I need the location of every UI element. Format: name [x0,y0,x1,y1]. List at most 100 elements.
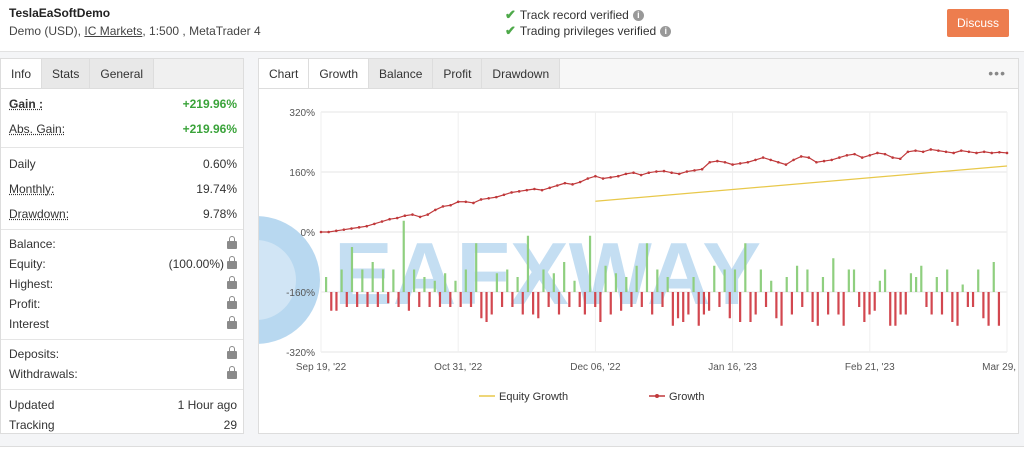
chart-bar [557,292,561,315]
account-rest: , 1:500 , MetaTrader 4 [142,24,261,38]
tab-profit[interactable]: Profit [433,59,483,88]
chart-bar [847,269,850,292]
chart-bar [583,292,586,315]
growth-point [388,217,391,221]
x-tick-label: Mar 29, '23 [982,362,1018,373]
gain-label[interactable]: Gain : [9,97,44,111]
chart-bar [594,292,597,307]
growth-point [533,187,536,191]
growth-point [982,150,986,154]
tab-growth[interactable]: Growth [309,59,370,88]
chart-bar [366,292,369,307]
chart-bar [500,292,504,307]
chart-bar [920,265,923,292]
chart-bar [878,280,881,292]
track-record-verified: ✔ Track record verified i [505,7,644,23]
info-icon[interactable]: i [660,25,672,37]
chart-bar [325,277,328,292]
highest-label: Highest: [9,277,54,291]
chart-panel: Chart Growth Balance Profit Drawdown •••… [258,58,1019,434]
chart-bar [381,269,385,292]
growth-point [464,200,468,204]
chart-bar [832,258,835,292]
chart-bar [821,277,825,292]
growth-point [342,228,346,231]
growth-point [479,198,483,201]
chart-bar [687,292,690,315]
more-options-icon[interactable]: ••• [988,65,1006,81]
chart-bar [444,273,447,292]
growth-point [662,169,666,173]
profit-label: Profit: [9,297,41,311]
legend-equity-growth[interactable]: Equity Growth [499,391,568,403]
x-tick-label: Sep 19, '22 [296,362,347,373]
chart-bar [909,273,913,292]
tracking-label: Tracking [9,418,55,432]
y-tick-label: 160% [289,168,315,179]
tab-drawdown[interactable]: Drawdown [482,59,561,88]
growth-point [571,183,574,186]
chart-lines [319,148,1009,234]
chart-bar [387,292,390,304]
broker-link[interactable]: IC Markets [84,24,143,38]
chart-bar [858,292,861,307]
chart-bar [407,292,411,311]
abs-gain-label[interactable]: Abs. Gain: [9,122,66,136]
chart-bar [402,220,405,292]
chart-bar [573,280,576,292]
deposits-label: Deposits: [9,347,60,361]
growth-point [716,159,719,163]
daily-value: 0.60% [202,157,237,171]
chart-bar [925,292,928,307]
tab-chart[interactable]: Chart [259,59,310,88]
growth-point [784,163,788,166]
tab-general[interactable]: General [90,59,155,88]
tab-info[interactable]: Info [1,59,43,88]
tab-stats[interactable]: Stats [42,59,91,88]
chart-bar [868,292,871,315]
growth-point [616,174,620,178]
growth-point [426,213,430,216]
lock-icon [227,366,237,379]
monthly-label[interactable]: Monthly: [9,182,55,196]
stat-drawdown: Drawdown: 9.78% [1,204,243,224]
drawdown-label[interactable]: Drawdown: [9,207,70,221]
tab-balance[interactable]: Balance [369,59,434,88]
growth-point [365,224,369,228]
chart-bar [842,292,845,326]
growth-point [853,152,856,156]
chart-bar [614,273,618,292]
discuss-button[interactable]: Discuss [947,9,1009,37]
chart-bar [537,292,540,319]
legend-growth[interactable]: Growth [669,391,704,403]
chart-bar [397,292,400,307]
divider [1,229,243,230]
chart-bar [744,243,747,292]
growth-point [555,184,559,187]
growth-point [563,181,567,185]
y-tick-label: -160% [286,288,315,299]
growth-point [449,203,452,207]
chart-bar [956,292,959,326]
chart-bar [418,292,421,307]
growth-point [830,158,833,162]
chart-bar [697,292,700,326]
chart-bar [754,292,757,315]
growth-point [921,150,925,154]
growth-point [441,205,445,208]
chart-bar [335,292,338,311]
chart-bar [392,269,395,292]
growth-point [975,151,978,155]
chart-bar [469,292,473,307]
growth-point [601,177,605,180]
chart-bar [438,292,442,307]
divider [1,339,243,340]
chart-bar [728,292,731,319]
growth-point [380,220,384,223]
chart-bar [433,280,436,292]
stat-deposits: Deposits: [1,344,243,364]
equity-label: Equity: [9,257,46,271]
chart-bar [801,292,804,307]
chart-bar [883,269,887,292]
info-icon[interactable]: i [632,9,644,21]
